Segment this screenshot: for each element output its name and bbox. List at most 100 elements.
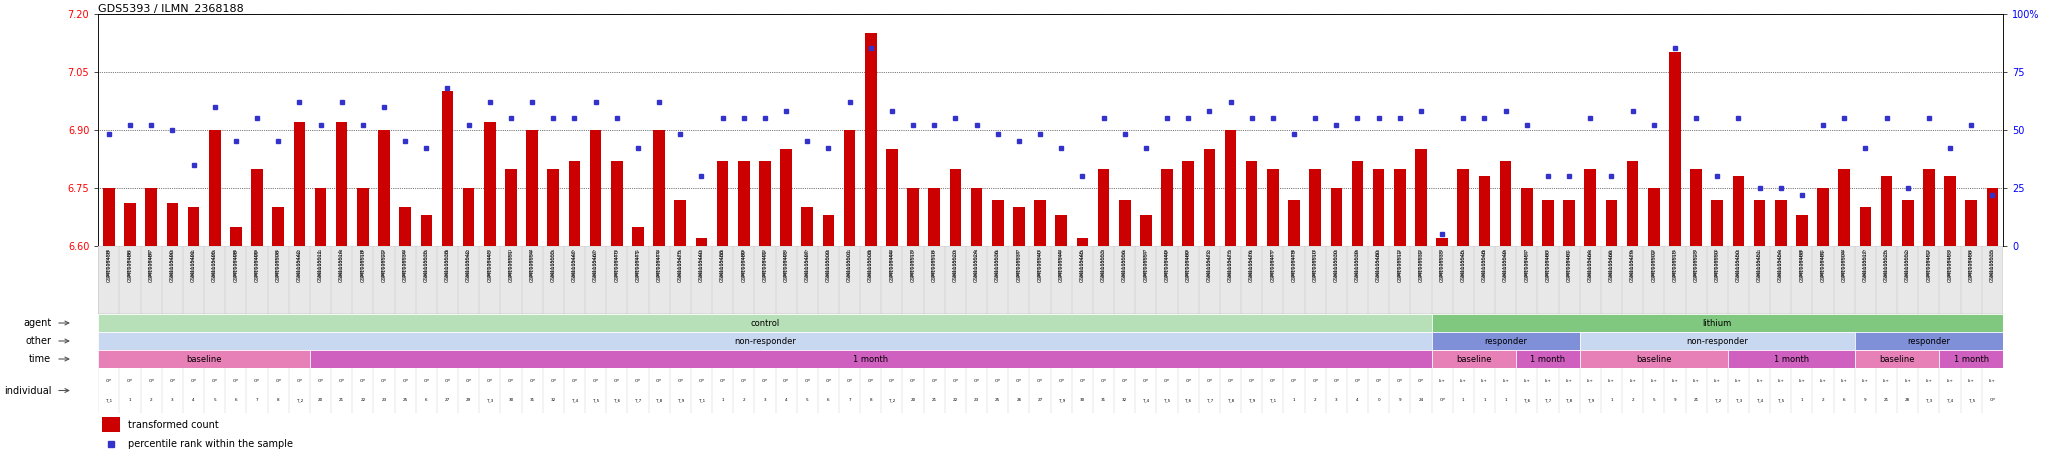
Text: 21: 21 — [1884, 398, 1888, 402]
Text: GSM1105438: GSM1105438 — [106, 247, 111, 277]
Bar — [442, 91, 453, 246]
Text: GSM1105540: GSM1105540 — [1038, 250, 1042, 282]
Text: 22: 22 — [952, 398, 958, 402]
Text: OP: OP — [170, 379, 176, 383]
Text: GSM1105490: GSM1105490 — [170, 250, 174, 282]
Text: OP: OP — [297, 379, 303, 383]
Text: Li+: Li+ — [1565, 379, 1573, 383]
Text: OP: OP — [995, 379, 1001, 383]
Text: Li+: Li+ — [1524, 379, 1530, 383]
Text: OP: OP — [1989, 398, 1995, 402]
Text: GSM1105451: GSM1105451 — [1757, 250, 1761, 282]
Bar — [1182, 161, 1194, 246]
Text: GSM1105486: GSM1105486 — [127, 250, 133, 282]
Text: GSM1105438: GSM1105438 — [106, 250, 111, 282]
Text: OP: OP — [1122, 379, 1128, 383]
Text: OP: OP — [381, 379, 387, 383]
Text: GSM1105469: GSM1105469 — [1186, 247, 1190, 277]
Text: GSM1105464: GSM1105464 — [1589, 247, 1591, 277]
Text: OP: OP — [678, 379, 684, 383]
Text: T_4: T_4 — [1755, 398, 1763, 402]
Text: 6: 6 — [827, 398, 829, 402]
Bar — [1690, 169, 1702, 246]
Text: T_4: T_4 — [571, 398, 578, 402]
Bar — [1352, 161, 1364, 246]
Text: 31: 31 — [530, 398, 535, 402]
Text: GSM1105520: GSM1105520 — [954, 247, 956, 277]
Text: Li+: Li+ — [1501, 379, 1509, 383]
Text: 21: 21 — [1694, 398, 1698, 402]
Text: GSM1105475: GSM1105475 — [678, 247, 682, 277]
Text: T_6: T_6 — [612, 398, 621, 402]
Text: GSM1105447: GSM1105447 — [571, 250, 578, 282]
Text: GSM1105456: GSM1105456 — [1968, 250, 1974, 282]
Bar — [1669, 53, 1681, 246]
Bar — [1331, 188, 1341, 246]
Text: GSM1105472: GSM1105472 — [1206, 250, 1212, 282]
Text: GSM1105524: GSM1105524 — [975, 247, 979, 277]
Text: OP: OP — [1417, 379, 1423, 383]
Text: GSM1105452: GSM1105452 — [1927, 247, 1931, 277]
Text: GSM1105487: GSM1105487 — [150, 247, 154, 277]
Text: transformed count: transformed count — [127, 419, 219, 429]
Text: OP: OP — [846, 379, 852, 383]
Text: T_5: T_5 — [1163, 398, 1171, 402]
Bar — [590, 130, 602, 246]
Text: GSM1105548: GSM1105548 — [1483, 250, 1487, 282]
Text: lithium: lithium — [1702, 318, 1733, 328]
Text: GSM1105476: GSM1105476 — [1249, 247, 1253, 277]
Text: 30: 30 — [1079, 398, 1085, 402]
Text: GSM1105501: GSM1105501 — [848, 250, 852, 282]
Text: 7: 7 — [848, 398, 850, 402]
Text: Li+: Li+ — [1819, 379, 1827, 383]
Bar — [98, 333, 1432, 350]
Text: agent: agent — [23, 318, 51, 328]
Text: GSM1105489: GSM1105489 — [741, 247, 745, 277]
Bar — [1966, 199, 1976, 246]
Bar — [991, 199, 1004, 246]
Text: GSM1105520: GSM1105520 — [952, 250, 958, 282]
Text: T_3: T_3 — [485, 398, 494, 402]
Text: 1: 1 — [1292, 398, 1294, 402]
Text: T_9: T_9 — [1057, 398, 1065, 402]
Bar — [1479, 176, 1491, 246]
Bar — [696, 238, 707, 246]
Text: OP: OP — [1376, 379, 1382, 383]
Text: GSM1105457: GSM1105457 — [1524, 250, 1530, 282]
Text: GSM1105451: GSM1105451 — [1757, 247, 1761, 277]
Bar — [1729, 350, 1855, 368]
Text: GSM1105549: GSM1105549 — [1503, 250, 1507, 282]
Text: GSM1105475: GSM1105475 — [678, 250, 682, 282]
Text: OP: OP — [127, 379, 133, 383]
Bar — [98, 314, 1432, 332]
Text: OP: OP — [655, 379, 662, 383]
Text: GSM1105525: GSM1105525 — [1884, 250, 1888, 282]
Text: OP: OP — [825, 379, 831, 383]
Text: GSM1105500: GSM1105500 — [827, 247, 829, 277]
Bar — [125, 203, 135, 246]
Text: OP: OP — [1206, 379, 1212, 383]
Text: OP: OP — [1270, 379, 1276, 383]
Bar — [928, 188, 940, 246]
Text: GSM1105513: GSM1105513 — [911, 247, 915, 277]
Text: time: time — [29, 354, 51, 364]
Text: GSM1105539: GSM1105539 — [1356, 250, 1360, 282]
Text: T_7: T_7 — [1206, 398, 1212, 402]
Bar — [1098, 169, 1110, 246]
Bar — [336, 122, 348, 246]
Text: 31: 31 — [1102, 398, 1106, 402]
Text: OP: OP — [1100, 379, 1106, 383]
Bar — [379, 130, 389, 246]
Text: 2: 2 — [1315, 398, 1317, 402]
Text: GSM1105478: GSM1105478 — [1292, 250, 1296, 282]
Text: GSM1105474: GSM1105474 — [657, 250, 662, 282]
Text: GSM1105515: GSM1105515 — [1673, 247, 1677, 277]
Text: responder: responder — [1907, 337, 1950, 346]
Text: GSM1105474: GSM1105474 — [657, 247, 662, 277]
Text: 32: 32 — [1122, 398, 1126, 402]
Text: GSM1105548: GSM1105548 — [1483, 247, 1487, 277]
Text: GSM1105481: GSM1105481 — [1821, 247, 1825, 277]
Bar — [1436, 238, 1448, 246]
Text: 21: 21 — [932, 398, 936, 402]
Bar — [653, 130, 666, 246]
